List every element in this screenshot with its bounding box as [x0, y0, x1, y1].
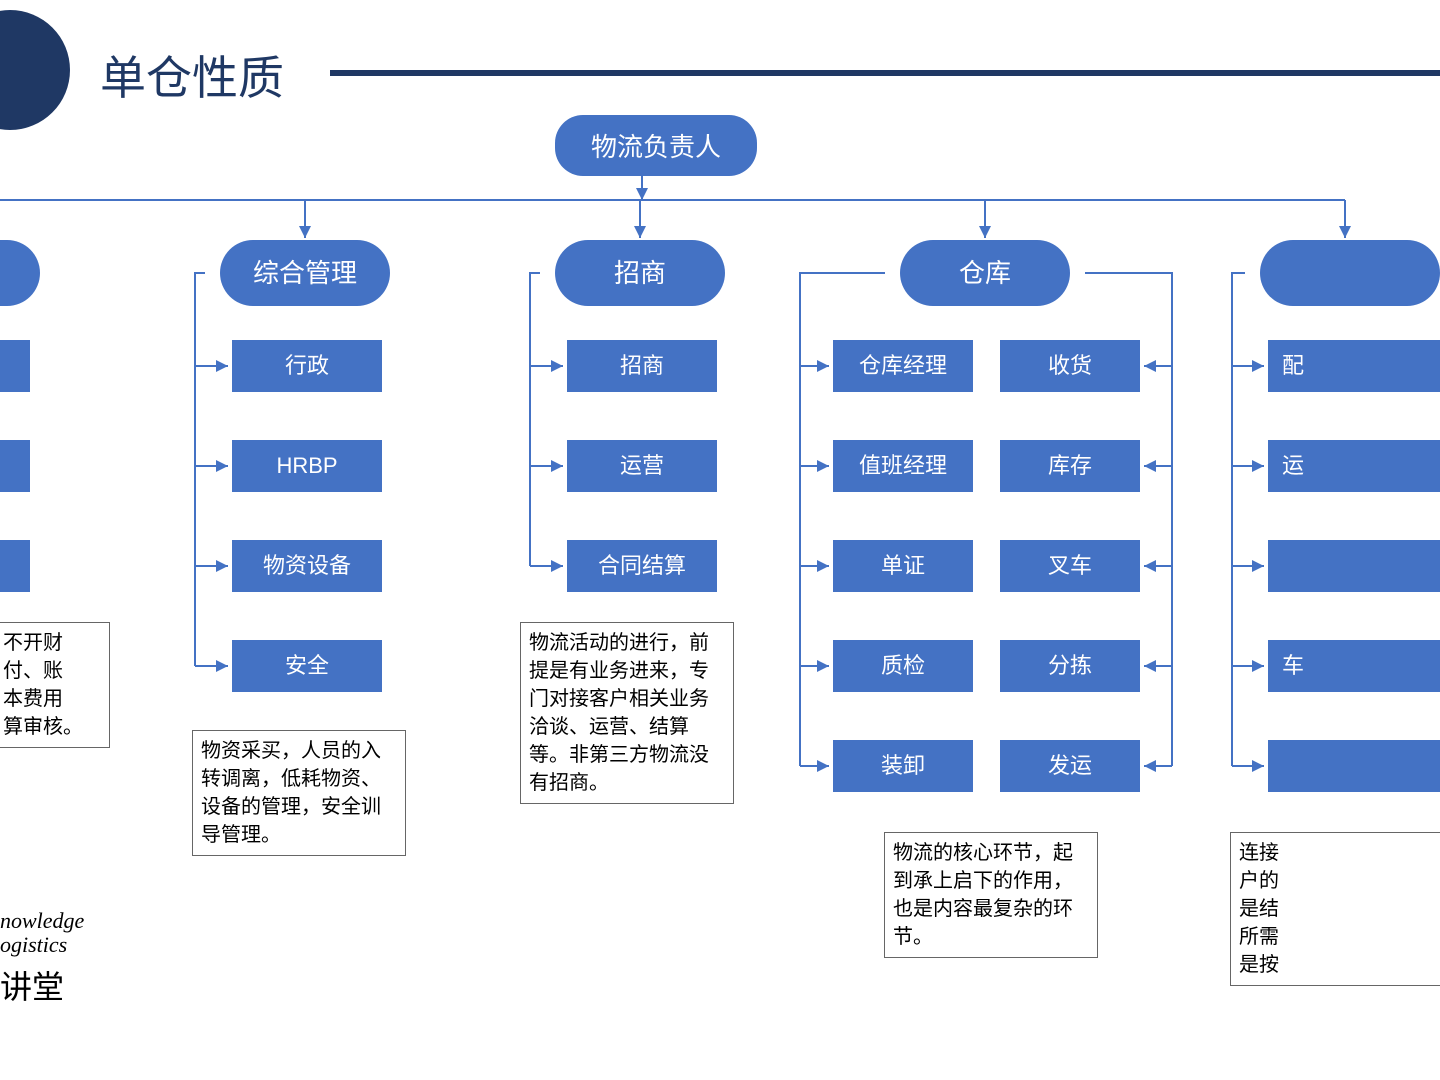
title-circle: [0, 10, 70, 130]
title-line: [330, 70, 1440, 76]
page-title: 单仓性质: [100, 42, 284, 108]
leaf: 合同结算: [567, 540, 717, 592]
desc-biz: 物流活动的进行，前提是有业务进来，专门对接客户相关业务洽谈、运营、结算等。非第三…: [520, 622, 734, 804]
leaf: 叉车: [1000, 540, 1140, 592]
dept-biz: 招商: [555, 240, 725, 306]
leaf: 安全: [232, 640, 382, 692]
leaf: 运营: [567, 440, 717, 492]
leaf: 单证: [833, 540, 973, 592]
leaf: [1268, 540, 1440, 592]
leaf: 运: [1268, 440, 1440, 492]
leaf: 计: [0, 440, 30, 492]
leaf: 行政: [232, 340, 382, 392]
desc-warehouse: 物流的核心环节，起到承上启下的作用，也是内容最复杂的环节。: [884, 832, 1098, 958]
leaf: 分拣: [1000, 640, 1140, 692]
root-node: 物流负责人: [555, 115, 757, 176]
leaf: 值班经理: [833, 440, 973, 492]
leaf: 库存: [1000, 440, 1140, 492]
leaf: 发运: [1000, 740, 1140, 792]
desc-finance: 不开财 付、账 本费用 算审核。: [0, 622, 110, 748]
logo-en2: ogistics: [0, 932, 67, 958]
desc-admin: 物资采买，人员的入转调离，低耗物资、设备的管理，安全训导管理。: [192, 730, 406, 856]
leaf: 招商: [567, 340, 717, 392]
leaf: 物资设备: [232, 540, 382, 592]
logo-cn: 讲堂: [0, 962, 64, 1008]
leaf: 仓库经理: [833, 340, 973, 392]
leaf: 收货: [1000, 340, 1140, 392]
leaf: 纳: [0, 340, 30, 392]
dept-finance: 务: [0, 240, 40, 306]
dept-admin: 综合管理: [220, 240, 390, 306]
leaf: 车: [1268, 640, 1440, 692]
leaf: 装卸: [833, 740, 973, 792]
dept-transport: [1260, 240, 1440, 306]
leaf: 理: [0, 540, 30, 592]
desc-transport: 连接 户的 是结 所需 是按: [1230, 832, 1440, 986]
leaf: [1268, 740, 1440, 792]
leaf: 质检: [833, 640, 973, 692]
leaf: 配: [1268, 340, 1440, 392]
logo-en1: nowledge: [0, 908, 84, 934]
leaf: HRBP: [232, 440, 382, 492]
dept-warehouse: 仓库: [900, 240, 1070, 306]
